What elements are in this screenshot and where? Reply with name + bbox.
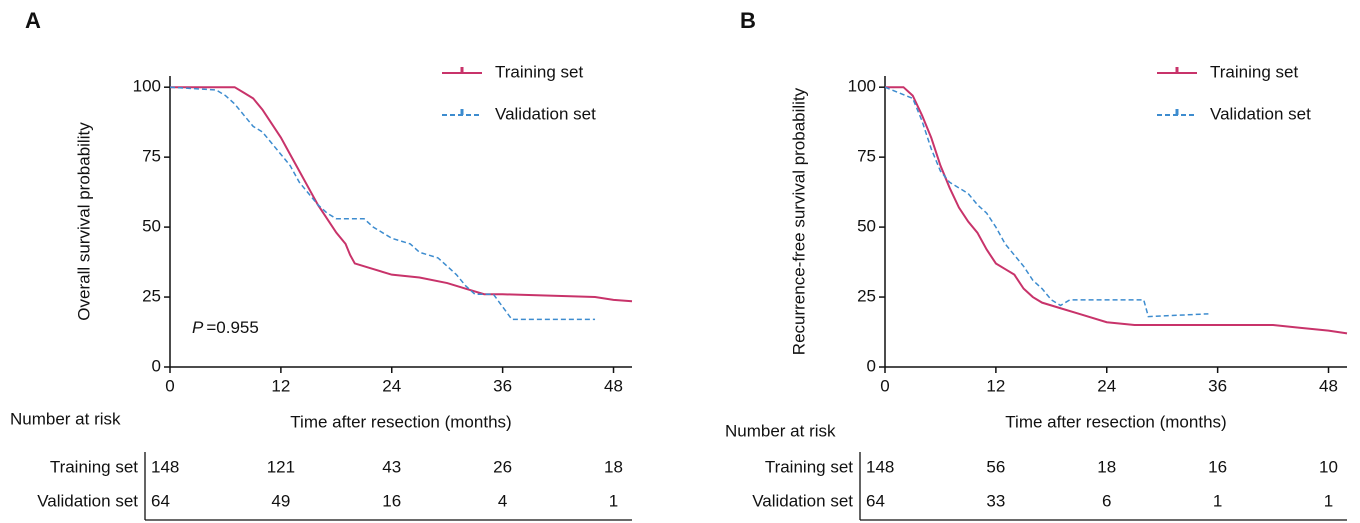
- risk-count: 16: [1208, 457, 1227, 476]
- survival-curve: [169, 86, 596, 321]
- x-tick-label: 0: [880, 376, 889, 395]
- risk-count: 148: [866, 457, 894, 476]
- panel-label: B: [740, 8, 756, 33]
- y-tick-label: 25: [142, 287, 161, 306]
- x-axis-label: Time after resection (months): [290, 412, 511, 431]
- p-symbol: P: [192, 318, 204, 337]
- p-value: P =0.955: [192, 318, 259, 337]
- y-tick-label: 75: [142, 147, 161, 166]
- risk-row-label: Validation set: [752, 491, 853, 510]
- risk-count: 64: [151, 491, 170, 510]
- x-tick-label: 12: [271, 376, 290, 395]
- x-tick-label: 24: [382, 376, 401, 395]
- y-tick-label: 0: [152, 356, 161, 375]
- risk-count: 10: [1319, 457, 1338, 476]
- risk-title: Number at risk: [10, 409, 121, 428]
- risk-count: 6: [1102, 491, 1111, 510]
- y-tick-label: 100: [848, 77, 876, 96]
- risk-count: 1: [1213, 491, 1222, 510]
- x-tick-label: 24: [1097, 376, 1116, 395]
- risk-count: 1: [1324, 491, 1333, 510]
- x-tick-label: 48: [1319, 376, 1338, 395]
- risk-row-label: Training set: [50, 457, 138, 476]
- risk-count: 43: [382, 457, 401, 476]
- x-tick-label: 36: [1208, 376, 1227, 395]
- x-tick-label: 0: [165, 376, 174, 395]
- risk-count: 56: [986, 457, 1005, 476]
- risk-count: 49: [271, 491, 290, 510]
- y-tick-label: 25: [857, 287, 876, 306]
- y-tick-label: 50: [857, 217, 876, 236]
- legend-label: Validation set: [495, 104, 596, 123]
- y-axis-label: Recurrence-free survival probability: [789, 87, 808, 355]
- risk-count: 1: [609, 491, 618, 510]
- risk-title: Number at risk: [725, 421, 836, 440]
- x-axis-label: Time after resection (months): [1005, 412, 1226, 431]
- x-tick-label: 12: [986, 376, 1005, 395]
- p-value-text: =0.955: [206, 318, 258, 337]
- x-tick-label: 48: [604, 376, 623, 395]
- survival-curve: [170, 86, 633, 303]
- panel-label: A: [25, 8, 41, 33]
- risk-count: 16: [382, 491, 401, 510]
- risk-count: 148: [151, 457, 179, 476]
- y-tick-label: 0: [867, 356, 876, 375]
- y-axis-label: Overall survival probability: [74, 122, 93, 321]
- risk-row-label: Training set: [765, 457, 853, 476]
- survival-curve: [885, 86, 1348, 335]
- y-tick-label: 50: [142, 217, 161, 236]
- y-tick-label: 75: [857, 147, 876, 166]
- legend-label: Validation set: [1210, 104, 1311, 123]
- survival-curve: [884, 86, 1209, 318]
- risk-count: 64: [866, 491, 885, 510]
- legend-label: Training set: [1210, 62, 1298, 81]
- risk-count: 33: [986, 491, 1005, 510]
- x-tick-label: 36: [493, 376, 512, 395]
- legend-label: Training set: [495, 62, 583, 81]
- risk-count: 18: [1097, 457, 1116, 476]
- risk-count: 18: [604, 457, 623, 476]
- risk-count: 121: [267, 457, 295, 476]
- y-tick-label: 100: [133, 77, 161, 96]
- risk-count: 26: [493, 457, 512, 476]
- risk-row-label: Validation set: [37, 491, 138, 510]
- risk-count: 4: [498, 491, 507, 510]
